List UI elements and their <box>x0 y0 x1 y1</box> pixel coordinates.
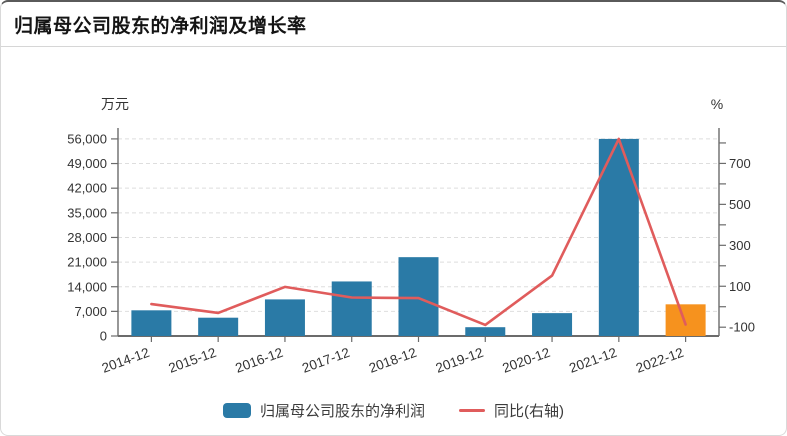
x-label-2014-12: 2014-12 <box>100 345 152 376</box>
page-title: 归属母公司股东的净利润及增长率 <box>14 16 307 37</box>
yoy-line[interactable] <box>150 137 687 327</box>
bar-2014-12[interactable] <box>131 310 172 336</box>
left-tick-label-56000: 56,000 <box>67 131 107 146</box>
x-label-2015-12: 2015-12 <box>167 345 219 376</box>
left-tick-label-14000: 14,000 <box>67 279 107 294</box>
bar-2016-12[interactable] <box>264 299 305 336</box>
bar-series-swatch <box>222 402 251 418</box>
bar-2021-12[interactable] <box>598 138 639 336</box>
combo-chart-canvas: 0 7,000 14,000 21,000 28,000 35,000 42,000 49,0… <box>67 96 755 376</box>
right-tick-label--100: -100 <box>729 320 755 335</box>
x-label-2017-12: 2017-12 <box>300 345 352 376</box>
left-tick-label-49000: 49,000 <box>67 156 107 171</box>
x-label-2020-12: 2020-12 <box>500 345 552 376</box>
chart-header: 归属母公司股东的净利润及增长率 <box>1 2 786 46</box>
legend-label-yoy: 同比(右轴) <box>494 402 564 420</box>
left-axis-unit-label: 万元 <box>101 96 129 112</box>
header-divider <box>1 46 786 47</box>
x-label-2019-12: 2019-12 <box>434 345 486 376</box>
line-series-swatch <box>459 408 485 412</box>
bar-2020-12[interactable] <box>532 313 573 336</box>
left-tick-label-7000: 7,000 <box>74 304 107 319</box>
legend-label-net-profit: 归属母公司股东的净利润 <box>259 402 425 420</box>
bar-2018-12[interactable] <box>398 257 439 336</box>
right-tick-label-700: 700 <box>729 156 751 171</box>
left-tick-label-28000: 28,000 <box>67 230 107 245</box>
left-tick-label-21000: 21,000 <box>67 255 107 270</box>
right-axis-unit-label: % <box>711 96 723 112</box>
x-label-2021-12: 2021-12 <box>567 345 619 376</box>
bar-2022-12[interactable] <box>665 304 706 336</box>
bar-2015-12[interactable] <box>198 317 239 336</box>
bar-2019-12[interactable] <box>465 327 506 336</box>
legend-item-net-profit[interactable]: 归属母公司股东的净利润 <box>222 400 425 421</box>
x-label-2022-12: 2022-12 <box>634 345 686 376</box>
left-tick-label-42000: 42,000 <box>67 181 107 196</box>
x-label-2016-12: 2016-12 <box>233 345 285 376</box>
right-tick-label-100: 100 <box>729 279 751 294</box>
x-label-2018-12: 2018-12 <box>367 345 419 376</box>
right-tick-label-300: 300 <box>729 238 751 253</box>
right-tick-label-500: 500 <box>729 197 751 212</box>
left-tick-label-35000: 35,000 <box>67 205 107 220</box>
legend: 归属母公司股东的净利润 同比(右轴) <box>1 396 786 424</box>
left-tick-label-0: 0 <box>100 329 107 344</box>
bar-2017-12[interactable] <box>331 281 372 336</box>
legend-item-yoy[interactable]: 同比(右轴) <box>459 400 564 421</box>
